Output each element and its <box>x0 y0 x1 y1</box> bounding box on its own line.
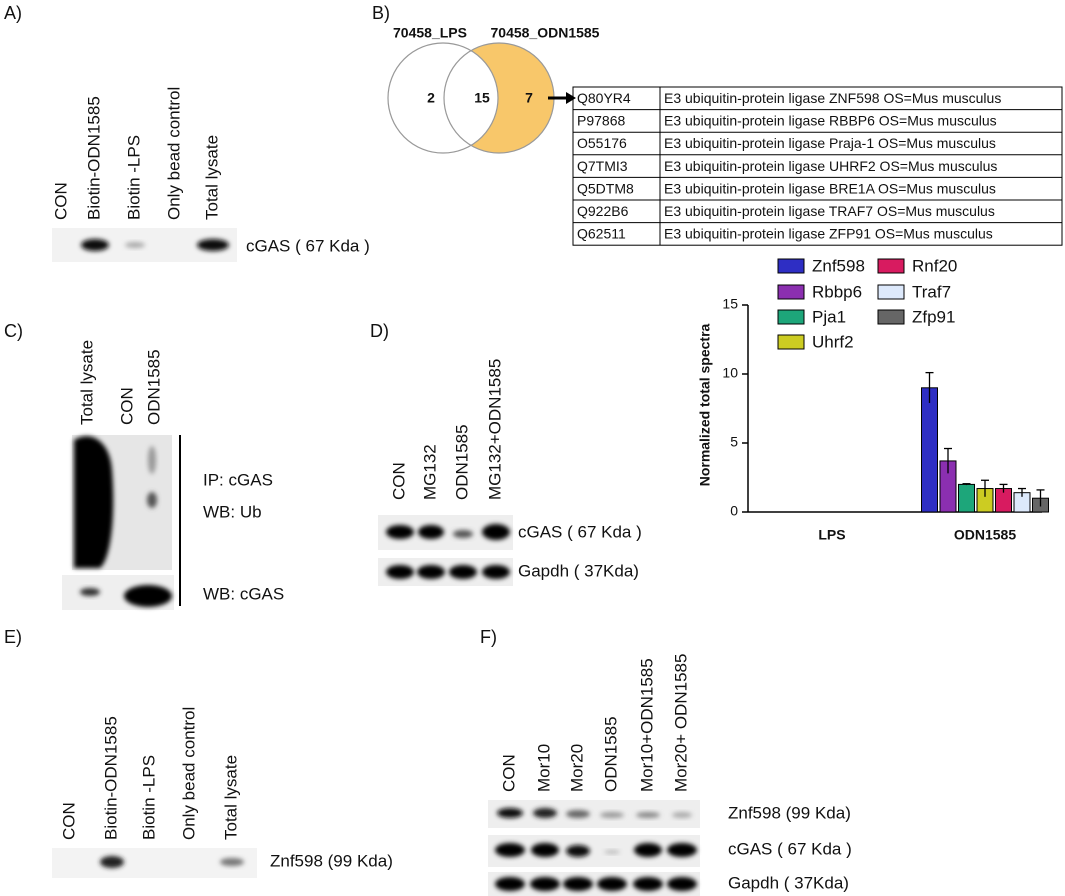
lane-label: CON <box>389 462 408 500</box>
venn-count: 15 <box>474 90 490 106</box>
lane-label: Mor10 <box>534 744 553 792</box>
table-cell: O55176 <box>577 135 627 151</box>
y-tick-label: 10 <box>722 365 738 381</box>
legend-swatch <box>777 284 805 300</box>
table-cell: Q7TMI3 <box>577 158 628 174</box>
table-cell: Q62511 <box>577 226 626 242</box>
blot <box>52 228 237 262</box>
lane-label: ODN1585 <box>452 424 471 500</box>
legend-swatch <box>777 334 805 350</box>
band-label: cGAS ( 67 Kda ) <box>246 236 370 255</box>
error-bar <box>1036 489 1045 507</box>
legend-label: Znf598 <box>812 256 865 275</box>
band-label: Znf598 (99 Kda) <box>270 851 393 870</box>
legend-label: Rnf20 <box>912 256 957 275</box>
lane-label: Only bead control <box>164 87 183 220</box>
blot <box>62 435 181 610</box>
annotation: WB: Ub <box>203 502 262 521</box>
legend-swatch <box>877 309 905 325</box>
panel-label: D) <box>370 321 389 341</box>
blot <box>378 515 513 586</box>
x-tick-label: LPS <box>818 527 845 543</box>
table-cell: E3 ubiquitin-protein ligase BRE1A OS=Mus… <box>664 180 996 196</box>
table-cell: Q5DTM8 <box>577 180 634 196</box>
bar <box>921 387 938 513</box>
table-cell: E3 ubiquitin-protein ligase UHRF2 OS=Mus… <box>664 158 997 174</box>
y-axis-label: Normalized total spectra <box>697 323 713 486</box>
error-bar <box>999 483 1008 493</box>
bar <box>958 483 975 513</box>
table-cell: Q922B6 <box>577 203 629 219</box>
lane-label: MG132 <box>420 444 439 500</box>
lane-label: CON <box>59 802 78 840</box>
band-label: Znf598 (99 Kda) <box>728 803 851 822</box>
lane-label: Only bead control <box>179 707 198 840</box>
venn-count: 7 <box>525 90 533 106</box>
lane-label: CON <box>117 387 136 425</box>
panel-label: A) <box>4 3 22 23</box>
error-bar <box>944 447 952 474</box>
table-border <box>572 86 1063 246</box>
lane-label: ODN1585 <box>144 349 163 425</box>
venn-count: 2 <box>427 90 435 106</box>
lane-label: Biotin-ODN1585 <box>84 96 103 220</box>
x-tick-label: ODN1585 <box>954 527 1016 543</box>
y-tick-label: 0 <box>730 503 738 519</box>
panel-label: F) <box>480 627 497 647</box>
venn-set-name: 70458_LPS <box>393 25 467 41</box>
lane-label: MG132+ODN1585 <box>485 359 504 500</box>
protein-table: Q80YR4 E3 ubiquitin-protein ligase ZNF598… <box>572 86 1063 246</box>
venn-set-name: 70458_ODN1585 <box>491 25 600 41</box>
panel-label: E) <box>4 627 22 647</box>
lane-label: Mor10+ODN1585 <box>637 658 656 792</box>
legend-label: Pja1 <box>812 307 846 326</box>
error-bar <box>1018 487 1026 497</box>
band-label: Gapdh ( 37Kda) <box>728 873 849 892</box>
lane-label: Mor20+ ODN1585 <box>671 654 690 792</box>
legend-label: Zfp91 <box>912 307 955 326</box>
legend-swatch <box>777 258 805 274</box>
error-bar <box>962 483 971 486</box>
error-bar <box>925 371 934 403</box>
lane-label: Total lysate <box>77 340 96 425</box>
legend-label: Traf7 <box>912 282 951 301</box>
legend-swatch <box>877 284 905 300</box>
lane-label: Biotin-ODN1585 <box>101 716 120 840</box>
table-cell: Q80YR4 <box>577 90 631 106</box>
lane-label: CON <box>51 182 70 220</box>
panel-label: C) <box>4 321 23 341</box>
table-cell: E3 ubiquitin-protein ligase ZNF598 OS=Mu… <box>664 90 1001 106</box>
venn <box>387 42 576 154</box>
lane-label: CON <box>499 754 518 792</box>
table-cell: E3 ubiquitin-protein ligase TRAF7 OS=Mus… <box>664 203 995 219</box>
legend-label: Rbbp6 <box>812 282 862 301</box>
band-label: cGAS ( 67 Kda ) <box>728 839 852 858</box>
lane-label: Total lysate <box>221 755 240 840</box>
legend-label: Uhrf2 <box>812 332 854 351</box>
error-bar <box>981 479 989 497</box>
legend-swatch <box>777 309 805 325</box>
lane-label: Mor20 <box>567 744 586 792</box>
y-tick-label: 15 <box>722 296 738 312</box>
table-cell: E3 ubiquitin-protein ligase ZFP91 OS=Mus… <box>664 226 993 242</box>
legend-swatch <box>877 258 905 274</box>
blot <box>52 848 257 878</box>
table-cell: E3 ubiquitin-protein ligase Praja-1 OS=M… <box>664 135 996 151</box>
panel-label: B) <box>372 3 390 23</box>
annotation: WB: cGAS <box>203 584 284 603</box>
band-label: cGAS ( 67 Kda ) <box>518 522 642 541</box>
lane-label: Biotin -LPS <box>139 755 158 840</box>
annotation: IP: cGAS <box>203 470 273 489</box>
lane-label: Biotin -LPS <box>124 135 143 220</box>
lane-label: ODN1585 <box>601 716 620 792</box>
table-cell: E3 ubiquitin-protein ligase RBBP6 OS=Mus… <box>664 113 997 129</box>
y-tick-label: 5 <box>730 434 738 450</box>
blot <box>488 800 700 896</box>
lane-label: Total lysate <box>202 135 221 220</box>
band-label: Gapdh ( 37Kda) <box>518 561 639 580</box>
table-cell: P97868 <box>577 113 625 129</box>
